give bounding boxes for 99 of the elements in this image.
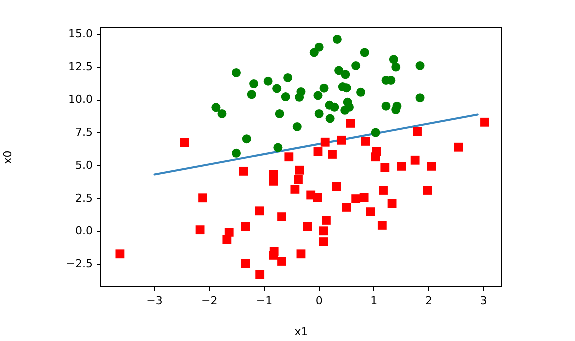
- point: [272, 84, 282, 94]
- point: [319, 238, 328, 246]
- point: [222, 235, 232, 244]
- point: [380, 163, 390, 172]
- point: [256, 270, 265, 280]
- point: [352, 61, 361, 70]
- point: [295, 92, 304, 102]
- point: [352, 194, 361, 204]
- point: [319, 226, 328, 236]
- point: [423, 186, 432, 195]
- point: [356, 88, 366, 97]
- y-tick-label: 0.0: [76, 224, 93, 238]
- point: [410, 156, 420, 165]
- point: [340, 106, 350, 115]
- point: [326, 114, 335, 124]
- point: [480, 118, 490, 127]
- y-tick-label: 15.0: [68, 27, 93, 40]
- point: [292, 122, 302, 132]
- point: [388, 199, 397, 208]
- y-axis-title: x0: [1, 150, 14, 164]
- point: [328, 150, 337, 159]
- point: [314, 109, 324, 118]
- point: [314, 148, 323, 156]
- point: [313, 193, 322, 202]
- point: [281, 92, 290, 102]
- point: [274, 143, 283, 152]
- point: [310, 48, 319, 58]
- point: [296, 250, 306, 259]
- x-tick-label: −3: [146, 294, 163, 308]
- point: [392, 106, 401, 115]
- point: [275, 109, 284, 118]
- point: [278, 257, 286, 266]
- point: [278, 212, 286, 222]
- point: [269, 250, 278, 260]
- x-tick-label: −2: [202, 294, 218, 308]
- point: [255, 206, 264, 216]
- point: [332, 34, 342, 44]
- point: [360, 48, 370, 58]
- point: [250, 80, 259, 89]
- point: [330, 102, 340, 112]
- point: [332, 182, 342, 192]
- point: [212, 103, 221, 112]
- x-tick-label: 1: [370, 294, 378, 308]
- point: [392, 62, 401, 72]
- point: [290, 184, 300, 194]
- point: [341, 70, 350, 80]
- x-tick-label: 3: [480, 294, 488, 308]
- y-tick-label: 12.5: [68, 60, 93, 74]
- point: [416, 94, 425, 103]
- point: [362, 137, 370, 146]
- point: [269, 176, 278, 186]
- point: [342, 203, 352, 212]
- point: [371, 128, 380, 138]
- point: [239, 166, 248, 176]
- point: [371, 152, 380, 162]
- x-axis-title: x1: [294, 325, 308, 338]
- point: [382, 102, 391, 111]
- point: [379, 186, 388, 195]
- point: [247, 90, 256, 100]
- point: [264, 76, 273, 86]
- point: [334, 66, 344, 76]
- point: [320, 84, 329, 93]
- point: [427, 162, 436, 171]
- point: [232, 148, 241, 158]
- point: [322, 216, 331, 225]
- x-tick-label: −1: [256, 294, 273, 308]
- point: [232, 68, 241, 78]
- y-tick-label: 10.0: [68, 93, 93, 106]
- point: [366, 208, 376, 217]
- point: [284, 152, 294, 162]
- y-tick-label: 7.5: [76, 126, 93, 140]
- point: [320, 138, 330, 147]
- point: [295, 166, 304, 175]
- point: [242, 134, 252, 144]
- point: [241, 259, 250, 268]
- point: [196, 226, 205, 235]
- point: [454, 142, 464, 152]
- point: [284, 73, 293, 82]
- y-tick-label: 5.0: [76, 158, 93, 172]
- point: [241, 222, 250, 232]
- point: [413, 127, 422, 136]
- point: [389, 55, 398, 64]
- point: [294, 175, 303, 184]
- point: [378, 221, 387, 230]
- x-tick-label: 0: [316, 294, 323, 308]
- point: [218, 109, 227, 118]
- point: [416, 61, 425, 70]
- y-tick-label: −2.5: [66, 258, 93, 271]
- point: [303, 222, 312, 232]
- point: [116, 250, 125, 259]
- point: [346, 118, 356, 128]
- point: [314, 91, 323, 100]
- point: [360, 193, 369, 202]
- point: [397, 162, 406, 171]
- y-tick-label: 2.5: [76, 192, 93, 205]
- point: [198, 194, 208, 203]
- point: [180, 138, 190, 148]
- point: [337, 136, 346, 145]
- x-tick-label: 2: [426, 294, 433, 308]
